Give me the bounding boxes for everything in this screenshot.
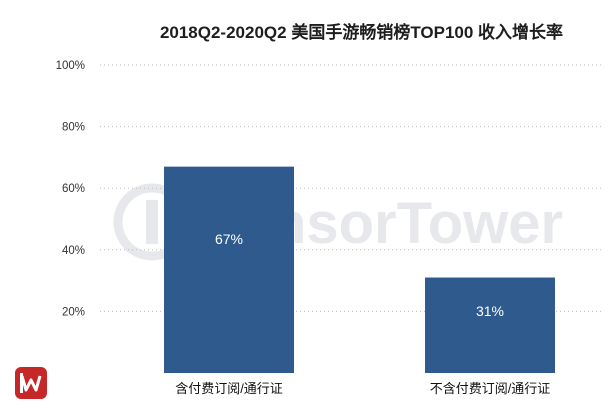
bar-value-label: 67%: [215, 231, 243, 247]
chart-title: 2018Q2-2020Q2 美国手游畅销榜TOP100 收入增长率: [159, 23, 564, 42]
bar: [164, 166, 294, 373]
publisher-logo-icon: [15, 367, 47, 399]
y-tick-label: 100%: [56, 60, 85, 72]
y-tick-label: 40%: [62, 245, 85, 257]
category-label: 不含付费订阅/通行证: [430, 381, 551, 396]
y-tick-label: 60%: [62, 183, 85, 195]
y-tick-label: 80%: [62, 122, 85, 134]
watermark-logo-bar-icon: [146, 200, 158, 244]
bar: [425, 277, 555, 373]
bar-value-label: 31%: [476, 303, 504, 319]
category-label: 含付费订阅/通行证: [175, 381, 283, 396]
y-tick-label: 20%: [62, 306, 85, 318]
